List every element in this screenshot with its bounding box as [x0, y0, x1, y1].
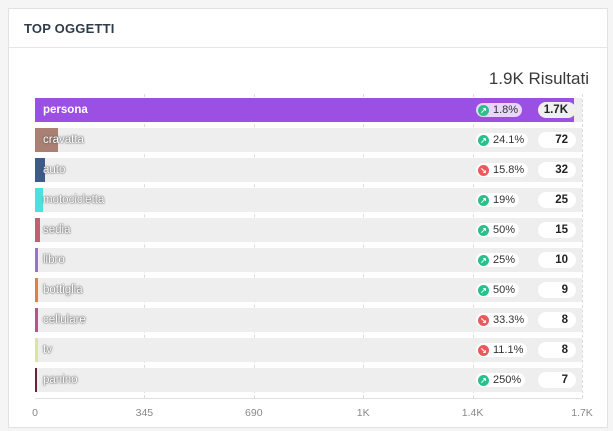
- change-indicator: ↘ 33.3%: [476, 313, 528, 327]
- bar-label: auto: [43, 158, 65, 182]
- change-pill: ↗ 50%: [476, 283, 519, 297]
- change-percent: 50%: [493, 223, 515, 237]
- change-pill: ↘ 33.3%: [476, 313, 528, 327]
- change-indicator: ↘ 11.1%: [476, 343, 527, 357]
- x-tick-label: 1K: [357, 407, 370, 419]
- bar-label: sedia: [43, 218, 71, 242]
- change-indicator: ↗ 1.8%: [476, 103, 522, 117]
- bar-value-label: 1.7K: [538, 102, 576, 118]
- x-axis-line: [35, 398, 582, 399]
- arrow-up-right-icon: ↗: [478, 375, 489, 386]
- bar-panino: [35, 368, 37, 392]
- bar-label: bottiglia: [43, 278, 83, 302]
- change-percent: 250%: [493, 373, 521, 387]
- bar-row[interactable]: auto ↘ 15.8% 32: [35, 158, 582, 182]
- bar-value-label: 25: [538, 192, 576, 208]
- change-pill: ↗ 1.8%: [476, 103, 522, 117]
- change-pill: ↗ 19%: [476, 193, 519, 207]
- arrow-up-right-icon: ↗: [478, 255, 489, 266]
- change-pill: ↗ 250%: [476, 373, 525, 387]
- change-indicator: ↗ 25%: [476, 253, 519, 267]
- x-tick-label: 1.7K: [571, 407, 593, 419]
- bar-value-label: 10: [538, 252, 576, 268]
- bar-row[interactable]: sedia ↗ 50% 15: [35, 218, 582, 242]
- change-indicator: ↗ 50%: [476, 223, 519, 237]
- change-pill: ↗ 50%: [476, 223, 519, 237]
- change-indicator: ↗ 24.1%: [476, 133, 528, 147]
- change-pill: ↘ 15.8%: [476, 163, 528, 177]
- change-percent: 25%: [493, 253, 515, 267]
- bar-value-label: 7: [538, 372, 576, 388]
- bar-row[interactable]: motocicletta ↗ 19% 25: [35, 188, 582, 212]
- bar-row[interactable]: tv ↘ 11.1% 8: [35, 338, 582, 362]
- gridline: [582, 94, 583, 398]
- bar-label: motocicletta: [43, 188, 104, 212]
- arrow-up-right-icon: ↗: [478, 225, 489, 236]
- change-indicator: ↗ 50%: [476, 283, 519, 297]
- bar-value-label: 15: [538, 222, 576, 238]
- bar-motocicletta: [35, 188, 43, 212]
- change-percent: 1.8%: [493, 103, 518, 117]
- arrow-up-right-icon: ↗: [478, 105, 489, 116]
- top-objects-card: TOP OGGETTI 1.9K Risultati persona ↗ 1.8% 1…: [8, 8, 608, 428]
- change-percent: 24.1%: [493, 133, 524, 147]
- bar-sedia: [35, 218, 40, 242]
- x-tick-label: 345: [136, 407, 154, 419]
- bar-value-label: 72: [538, 132, 576, 148]
- change-percent: 19%: [493, 193, 515, 207]
- change-percent: 50%: [493, 283, 515, 297]
- bar-label: panino: [43, 368, 78, 392]
- bar-cellulare: [35, 308, 38, 332]
- arrow-down-right-icon: ↘: [478, 315, 489, 326]
- arrow-up-right-icon: ↗: [478, 135, 489, 146]
- bar-label: tv: [43, 338, 52, 362]
- change-indicator: ↗ 19%: [476, 193, 519, 207]
- change-pill: ↗ 24.1%: [476, 133, 528, 147]
- bar-chart: persona ↗ 1.8% 1.7K cravatta ↗ 24.1% 72 auto ↘ 15.…: [9, 9, 609, 429]
- x-tick-label: 0: [32, 407, 38, 419]
- x-tick-label: 1.4K: [462, 407, 484, 419]
- arrow-down-right-icon: ↘: [478, 345, 489, 356]
- change-indicator: ↘ 15.8%: [476, 163, 528, 177]
- bar-libro: [35, 248, 38, 272]
- arrow-up-right-icon: ↗: [478, 195, 489, 206]
- bar-row[interactable]: cellulare ↘ 33.3% 8: [35, 308, 582, 332]
- change-pill: ↘ 11.1%: [476, 343, 527, 357]
- arrow-down-right-icon: ↘: [478, 165, 489, 176]
- bar-row[interactable]: bottiglia ↗ 50% 9: [35, 278, 582, 302]
- bar-row[interactable]: panino ↗ 250% 7: [35, 368, 582, 392]
- bar-value-label: 9: [538, 282, 576, 298]
- bar-value-label: 8: [538, 342, 576, 358]
- change-pill: ↗ 25%: [476, 253, 519, 267]
- change-percent: 11.1%: [493, 343, 523, 357]
- x-tick-label: 690: [245, 407, 263, 419]
- bar-row[interactable]: libro ↗ 25% 10: [35, 248, 582, 272]
- bar-label: persona: [43, 98, 88, 122]
- arrow-up-right-icon: ↗: [478, 285, 489, 296]
- bar-label: cravatta: [43, 128, 84, 152]
- bar-value-label: 32: [538, 162, 576, 178]
- bar-label: cellulare: [43, 308, 86, 332]
- change-percent: 15.8%: [493, 163, 524, 177]
- bar-value-label: 8: [538, 312, 576, 328]
- bar-label: libro: [43, 248, 65, 272]
- change-percent: 33.3%: [493, 313, 524, 327]
- bar-row[interactable]: persona ↗ 1.8% 1.7K: [35, 98, 582, 122]
- change-indicator: ↗ 250%: [476, 373, 525, 387]
- bar-row[interactable]: cravatta ↗ 24.1% 72: [35, 128, 582, 152]
- bar-tv: [35, 338, 38, 362]
- bar-bottiglia: [35, 278, 38, 302]
